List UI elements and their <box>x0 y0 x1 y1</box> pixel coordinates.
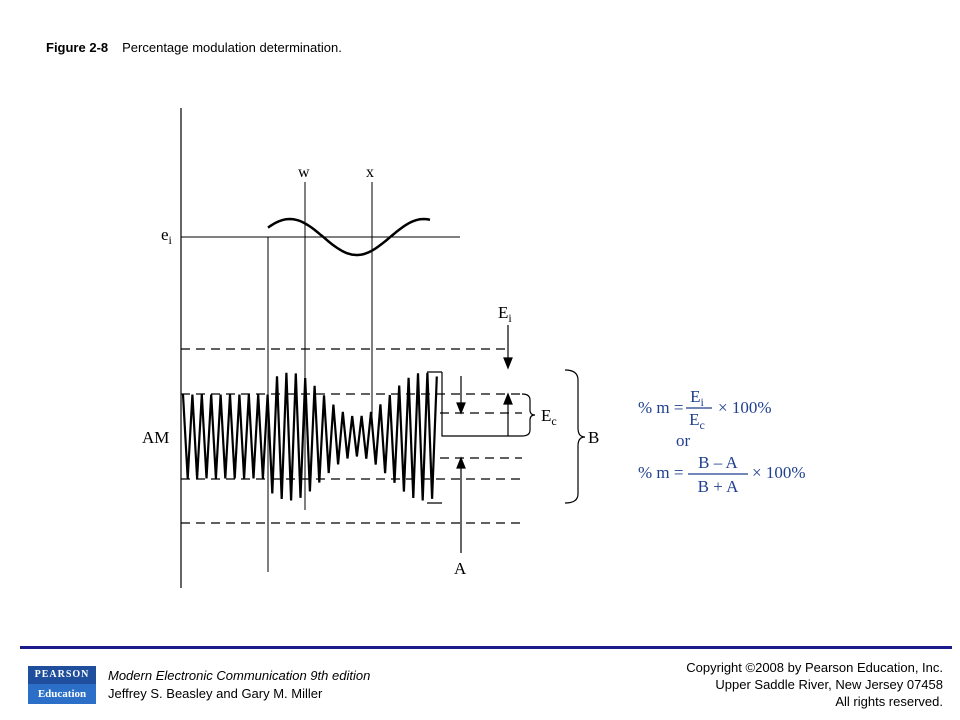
ei-arrow <box>503 325 513 370</box>
logo-top-text: PEARSON <box>28 666 96 684</box>
label-x: x <box>366 164 374 181</box>
label-ei: ei <box>161 225 173 247</box>
pearson-logo: PEARSON Education <box>28 666 96 704</box>
formulas: % m = Ei Ec × 100% or % m = B – A B + A … <box>638 387 806 496</box>
b-brace <box>564 369 586 504</box>
rights-line: All rights reserved. <box>835 694 943 709</box>
label-Ec: Ec <box>541 406 557 428</box>
formula2-denominator: B + A <box>698 477 739 496</box>
formula1-numerator: Ei <box>690 387 704 409</box>
label-w: w <box>298 164 310 181</box>
label-B: B <box>588 428 599 447</box>
modulation-diagram: w x ei Ei Ec AM B A % m = Ei Ec × 100% o… <box>142 108 806 588</box>
book-title: Modern Electronic Communication 9th edit… <box>108 668 371 683</box>
label-A: A <box>454 559 467 578</box>
label-AM: AM <box>142 428 169 447</box>
book-authors: Jeffrey S. Beasley and Gary M. Miller <box>108 686 323 701</box>
formula1-tail: × 100% <box>718 398 772 417</box>
copyright-block: Copyright ©2008 by Pearson Education, In… <box>686 659 943 710</box>
formula1-lhs: % m = <box>638 398 683 417</box>
figure-caption: Figure 2-8 Percentage modulation determin… <box>46 40 342 55</box>
am-end-brackets <box>427 371 522 504</box>
am-waveform <box>181 372 438 501</box>
label-Ei: Ei <box>498 303 512 325</box>
or-text: or <box>676 431 691 450</box>
ec-arrow-up <box>503 392 513 436</box>
a-arrow <box>456 456 466 553</box>
formula2-lhs: % m = <box>638 463 683 482</box>
footer-rule <box>20 646 952 649</box>
modulating-signal-wave <box>267 217 431 257</box>
logo-bottom-text: Education <box>28 684 96 704</box>
ec-brace <box>521 393 536 437</box>
formula2-tail: × 100% <box>752 463 806 482</box>
figure-title: Percentage modulation determination. <box>122 40 342 55</box>
ec-arrow-down <box>456 376 466 415</box>
address-line: Upper Saddle River, New Jersey 07458 <box>715 677 943 692</box>
figure-number: Figure 2-8 <box>46 40 109 55</box>
book-info: Modern Electronic Communication 9th edit… <box>108 667 370 703</box>
copyright-line: Copyright ©2008 by Pearson Education, In… <box>686 660 943 675</box>
formula1-denominator: Ec <box>689 410 705 432</box>
formula2-numerator: B – A <box>698 453 738 472</box>
